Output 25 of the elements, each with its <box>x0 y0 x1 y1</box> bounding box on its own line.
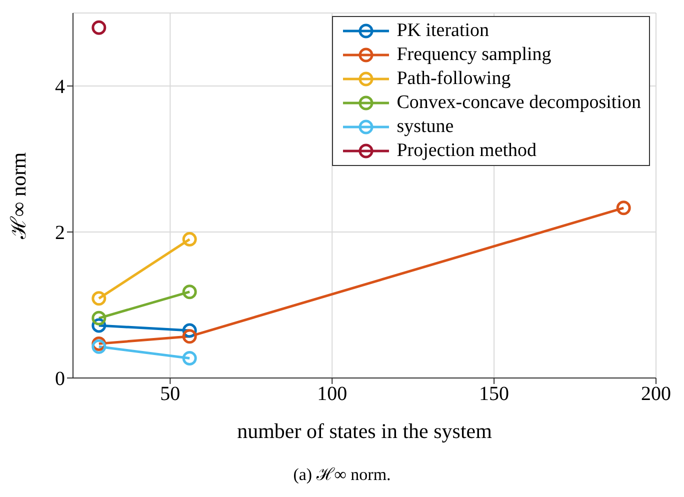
x-tick-label: 50 <box>160 383 180 406</box>
legend-label: Projection method <box>396 139 537 163</box>
point <box>92 339 106 354</box>
legend-label: PK iteration <box>396 19 490 43</box>
x-tick-label: 150 <box>479 383 510 406</box>
x-tick-label: 200 <box>641 383 671 406</box>
point <box>92 291 106 306</box>
point <box>92 20 106 35</box>
point <box>182 284 197 300</box>
y-tick-label: 0 <box>55 368 65 390</box>
legend-label: Convex-concave decomposition <box>396 91 641 115</box>
x-axis-title: number of states in the system <box>237 419 492 443</box>
point <box>92 310 106 326</box>
x-tick-label: 100 <box>317 383 348 406</box>
point <box>182 351 197 366</box>
point <box>616 200 631 216</box>
text: (a) ℋ∞ norm. <box>292 464 392 485</box>
point <box>182 232 197 247</box>
y-axis-title: ℋ∞ norm <box>6 152 30 240</box>
y-tick-label: 2 <box>55 222 65 244</box>
y-tick-label: 4 <box>55 76 65 98</box>
legend-label: Frequency sampling <box>396 43 552 67</box>
point <box>182 329 197 344</box>
legend-label: systune <box>396 115 454 139</box>
legend-label: Path-following <box>396 67 511 91</box>
